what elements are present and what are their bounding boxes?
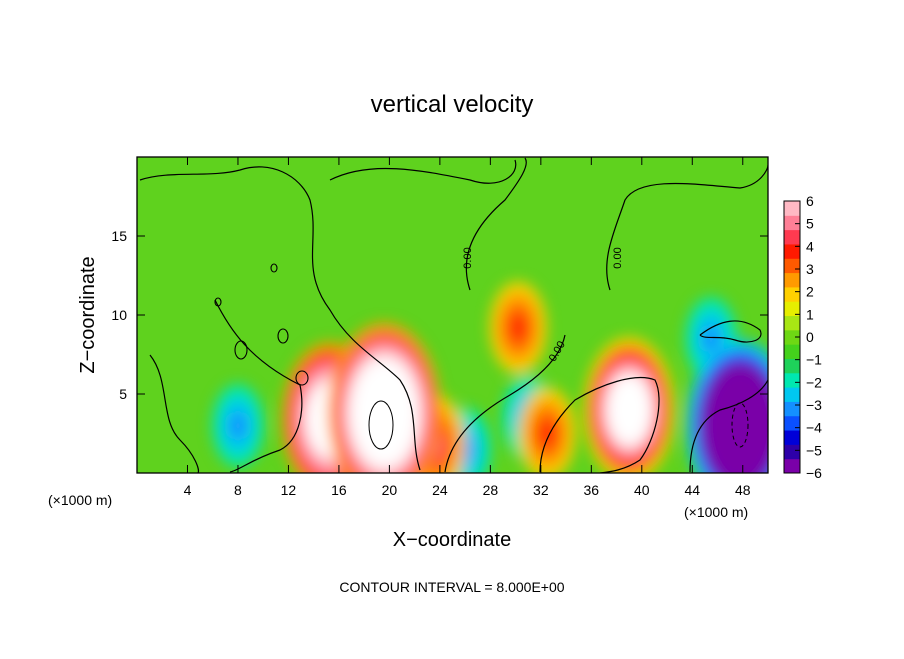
- colorbar-swatch: [784, 430, 800, 445]
- colorbar-swatch: [784, 344, 800, 359]
- x-tick-label: 32: [533, 482, 549, 498]
- x-tick-label: 4: [184, 482, 192, 498]
- contour-interval-note: CONTOUR INTERVAL = 8.000E+00: [339, 579, 564, 595]
- zero-contour-line: [149, 354, 200, 473]
- y-tick-label: 5: [119, 386, 127, 402]
- colorbar-tick-label: 5: [806, 216, 814, 232]
- closed-contour: [277, 328, 289, 344]
- contour-label: 0.00: [462, 247, 474, 268]
- field-blob: [510, 316, 526, 340]
- colorbar: 6 5 4 3 2 1 0 −1 −2 −3 −4 −5 −6: [783, 193, 822, 481]
- x-tick-label: 24: [432, 482, 448, 498]
- y-axis-label: Z−coordinate: [77, 256, 99, 373]
- x-tick-label: 20: [382, 482, 398, 498]
- positive-contour: [368, 400, 394, 450]
- closed-contour: [295, 370, 309, 386]
- x-tick-label: 44: [684, 482, 700, 498]
- colorbar-swatch: [784, 444, 800, 460]
- field-blob: [377, 401, 392, 425]
- zero-contour-line: [329, 159, 517, 184]
- field-blob: [229, 411, 247, 440]
- closed-contour: [234, 340, 248, 360]
- colorbar-swatch: [784, 301, 800, 317]
- field-blob: [539, 421, 555, 446]
- colorbar-swatch: [784, 329, 800, 345]
- plot-area: [137, 157, 768, 473]
- closed-contour: [214, 297, 222, 307]
- y-tick-label: 15: [111, 228, 127, 244]
- colorbar-swatch: [784, 286, 800, 302]
- colorbar-swatch: [784, 229, 800, 245]
- colorbar-tick-label: −2: [806, 374, 822, 390]
- colorbar-tick-label: −3: [806, 397, 822, 413]
- colorbar-tick-label: −1: [806, 352, 822, 368]
- zero-contour-line: [139, 166, 421, 471]
- zero-contour-line: [539, 376, 660, 473]
- colorbar-tick-label: 3: [806, 261, 814, 277]
- contour-lines: [139, 157, 768, 473]
- colorbar-swatch: [784, 401, 800, 417]
- colorbar-swatch: [784, 315, 800, 331]
- y-tick-label: 10: [111, 307, 127, 323]
- negative-contour: [731, 402, 749, 448]
- colorbar-tick-label: 4: [806, 238, 814, 254]
- y-axis: 5 10 15: [111, 228, 768, 402]
- contour-label: 0.00: [612, 247, 624, 268]
- colorbar-swatch: [784, 415, 800, 431]
- zero-contour-line: [465, 157, 527, 291]
- x-tick-label: 36: [584, 482, 600, 498]
- colorbar-tick-label: 2: [806, 284, 814, 300]
- colorbar-swatch: [784, 243, 800, 259]
- colorbar-tick-label: −4: [806, 420, 822, 436]
- x-tick-label: 12: [281, 482, 297, 498]
- zero-contour-line: [689, 379, 768, 473]
- colorbar-tick-label: 0: [806, 329, 814, 345]
- x-unit-label-right: (×1000 m): [684, 504, 748, 520]
- colorbar-swatch: [784, 272, 800, 288]
- colorbar-swatch: [784, 372, 800, 388]
- colorbar-swatch: [784, 258, 800, 274]
- colorbar-swatch: [784, 458, 800, 474]
- x-axis: 4 8 12 16 20 24 28 32 36 40 44 48: [184, 157, 751, 498]
- x-unit-label-left: (×1000 m): [48, 492, 112, 508]
- colorbar-swatch: [784, 387, 800, 402]
- colorbar-tick-label: 1: [806, 306, 814, 322]
- field-blob: [702, 324, 720, 353]
- x-tick-label: 16: [331, 482, 347, 498]
- colorbar-tick-label: −5: [806, 442, 822, 458]
- zero-contour-line: [444, 334, 566, 473]
- colorbar-swatch: [784, 201, 800, 216]
- x-tick-label: 8: [234, 482, 242, 498]
- zero-contour-line: [214, 299, 303, 473]
- x-tick-label: 28: [483, 482, 499, 498]
- zero-contour-line: [699, 320, 762, 343]
- velocity-field: [211, 281, 768, 473]
- field-blob: [623, 400, 635, 419]
- colorbar-tick-label: −6: [806, 465, 822, 481]
- x-axis-label: X−coordinate: [393, 529, 511, 551]
- chart-title: vertical velocity: [371, 91, 534, 118]
- x-tick-label: 40: [634, 482, 650, 498]
- colorbar-tick-label: 6: [806, 193, 814, 209]
- x-tick-label: 48: [735, 482, 751, 498]
- field-blob: [733, 414, 747, 437]
- closed-contour: [270, 263, 278, 273]
- colorbar-swatch: [784, 358, 800, 374]
- zero-contour-line: [606, 164, 768, 291]
- colorbar-swatch: [784, 215, 800, 231]
